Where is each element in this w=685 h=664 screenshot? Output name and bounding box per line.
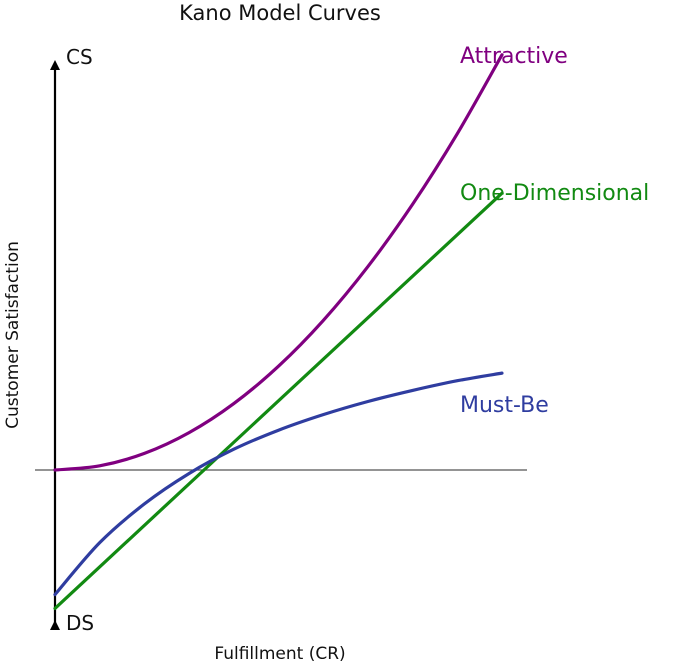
series-line-one-dimensional (53, 191, 504, 610)
series-layer (53, 53, 504, 610)
chart-title: Kano Model Curves (179, 1, 381, 25)
series-line-must-be (53, 371, 504, 597)
series-label-attractive: Attractive (460, 44, 568, 69)
x-axis-label: Fulfillment (CR) (214, 644, 345, 664)
y-axis-label: Customer Satisfaction (3, 241, 23, 429)
y-bottom-label-ds: DS (66, 611, 94, 635)
y-top-label-cs: CS (66, 45, 93, 69)
series-line-attractive (53, 53, 504, 472)
series-label-must-be: Must-Be (460, 393, 549, 418)
series-label-one-dimensional: One-Dimensional (460, 181, 649, 206)
series-label-layer: Attractive One-Dimensional Must-Be (460, 44, 649, 418)
